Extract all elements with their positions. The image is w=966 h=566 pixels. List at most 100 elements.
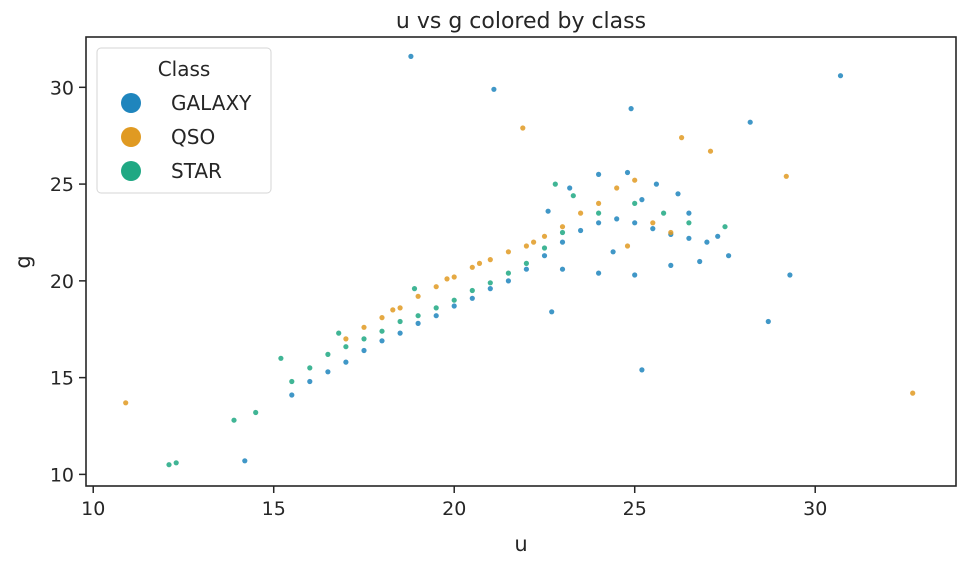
data-point xyxy=(545,208,551,214)
data-point xyxy=(567,185,573,191)
data-point xyxy=(415,313,421,319)
data-point xyxy=(379,338,385,344)
data-point xyxy=(173,460,179,466)
data-point xyxy=(242,458,248,464)
data-point xyxy=(596,270,602,276)
data-point xyxy=(505,270,511,276)
data-point xyxy=(541,233,548,239)
data-point xyxy=(361,336,367,342)
data-point xyxy=(632,220,638,226)
data-point xyxy=(343,344,349,350)
data-point xyxy=(686,210,692,216)
chart-title: u vs g colored by class xyxy=(396,9,646,34)
legend-box xyxy=(96,47,272,194)
data-point xyxy=(361,347,367,354)
data-point xyxy=(523,260,530,266)
data-point xyxy=(451,274,457,280)
data-point xyxy=(379,328,385,334)
data-point xyxy=(289,392,295,398)
data-point xyxy=(559,239,566,245)
data-point xyxy=(411,286,418,292)
y-tick-label: 15 xyxy=(50,368,74,390)
data-point xyxy=(166,462,172,468)
data-point xyxy=(686,220,692,226)
data-point xyxy=(307,365,313,371)
data-point xyxy=(336,330,342,336)
data-point xyxy=(523,266,530,272)
data-point xyxy=(123,400,129,406)
data-point xyxy=(632,200,638,206)
data-point xyxy=(469,295,475,301)
data-point xyxy=(596,171,602,177)
data-point xyxy=(552,181,558,187)
legend-marker-star xyxy=(121,161,141,181)
data-point xyxy=(559,224,566,230)
data-point xyxy=(639,367,645,373)
legend-label-star: STAR xyxy=(171,159,222,183)
data-point xyxy=(505,249,511,255)
y-tick-label: 20 xyxy=(50,271,74,293)
data-point xyxy=(650,226,656,232)
y-tick-label: 10 xyxy=(50,464,74,486)
data-point xyxy=(614,216,620,222)
data-point xyxy=(433,305,439,311)
data-point xyxy=(415,320,421,326)
data-point xyxy=(397,318,403,325)
x-axis-label: u xyxy=(514,532,527,556)
legend: Class GALAXY QSO STAR xyxy=(96,47,272,194)
data-point xyxy=(715,233,721,239)
data-point xyxy=(397,330,403,336)
data-point xyxy=(653,181,660,187)
data-point xyxy=(624,243,631,249)
data-point xyxy=(628,106,634,112)
data-point xyxy=(343,359,349,365)
data-point xyxy=(523,243,530,249)
data-point xyxy=(487,280,493,286)
data-point xyxy=(343,336,349,342)
data-point xyxy=(578,227,584,234)
data-point xyxy=(726,253,732,259)
data-point xyxy=(231,417,237,423)
data-point xyxy=(520,125,526,131)
data-point xyxy=(668,229,674,236)
data-point xyxy=(549,309,555,315)
series-qso xyxy=(123,125,916,406)
data-point xyxy=(632,272,638,278)
y-tick-label: 30 xyxy=(50,77,74,99)
legend-entries: GALAXY QSO STAR xyxy=(121,91,252,183)
data-point xyxy=(433,284,439,290)
y-tick-label: 25 xyxy=(50,174,74,196)
data-point xyxy=(570,193,576,199)
x-tick-label: 15 xyxy=(262,498,286,520)
data-point xyxy=(559,229,566,236)
data-point xyxy=(476,260,483,266)
data-point xyxy=(787,272,793,278)
x-tick-label: 25 xyxy=(623,498,647,520)
x-tick-label: 20 xyxy=(442,498,466,520)
y-axis-label: g xyxy=(11,255,35,268)
data-point xyxy=(361,324,367,330)
data-point xyxy=(610,249,616,255)
points-layer xyxy=(123,53,916,468)
data-point xyxy=(596,200,602,206)
data-point xyxy=(408,53,414,60)
data-point xyxy=(650,220,656,226)
series-star xyxy=(166,181,728,468)
data-point xyxy=(910,390,916,396)
data-point xyxy=(722,224,728,230)
data-point xyxy=(624,169,631,176)
x-tick-label: 30 xyxy=(803,498,827,520)
data-point xyxy=(783,173,789,179)
data-point xyxy=(307,378,313,385)
data-point xyxy=(632,177,638,183)
data-point xyxy=(614,185,620,191)
data-point xyxy=(765,318,771,325)
plot-frame xyxy=(85,36,957,487)
legend-label-galaxy: GALAXY xyxy=(171,91,252,115)
data-point xyxy=(661,210,667,216)
data-point xyxy=(596,210,602,216)
legend-label-qso: QSO xyxy=(171,125,215,149)
data-point xyxy=(639,197,645,203)
data-point xyxy=(837,73,844,79)
